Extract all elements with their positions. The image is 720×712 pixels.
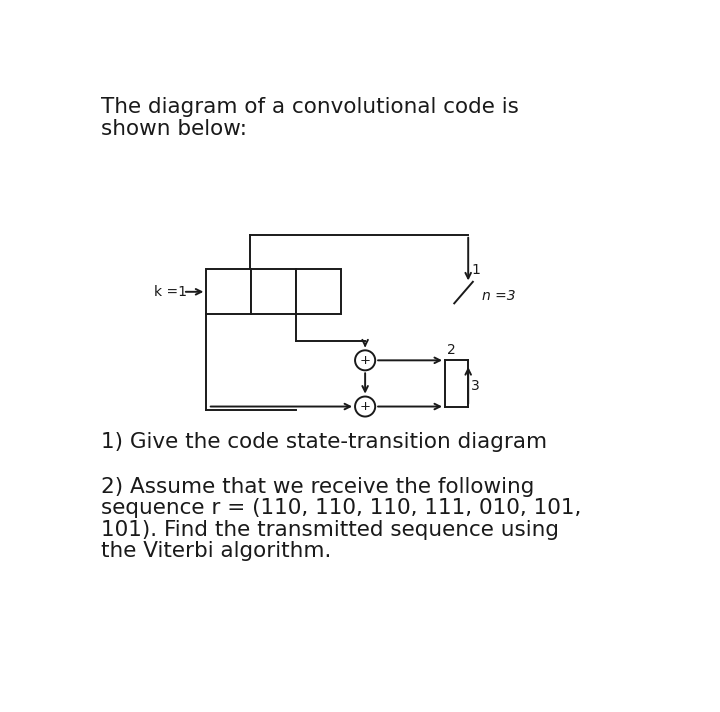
Text: shown below:: shown below: <box>101 119 247 139</box>
Text: n =3: n =3 <box>482 290 516 303</box>
Circle shape <box>355 397 375 417</box>
Text: the Viterbi algorithm.: the Viterbi algorithm. <box>101 541 331 561</box>
Text: k =1: k =1 <box>153 285 186 299</box>
Circle shape <box>355 350 375 370</box>
Text: +: + <box>359 400 371 413</box>
Text: 2) Assume that we receive the following: 2) Assume that we receive the following <box>101 476 534 496</box>
Bar <box>296 269 341 314</box>
Bar <box>251 269 296 314</box>
Text: 101). Find the transmitted sequence using: 101). Find the transmitted sequence usin… <box>101 520 559 540</box>
Text: 3: 3 <box>472 379 480 393</box>
Text: 1) Give the code state-transition diagram: 1) Give the code state-transition diagra… <box>101 432 547 452</box>
Text: 1: 1 <box>472 263 480 277</box>
Bar <box>206 269 251 314</box>
Text: The diagram of a convolutional code is: The diagram of a convolutional code is <box>101 97 518 117</box>
Text: +: + <box>359 354 371 367</box>
Text: 2: 2 <box>446 343 455 357</box>
Text: sequence r = (110, 110, 110, 111, 010, 101,: sequence r = (110, 110, 110, 111, 010, 1… <box>101 498 581 518</box>
